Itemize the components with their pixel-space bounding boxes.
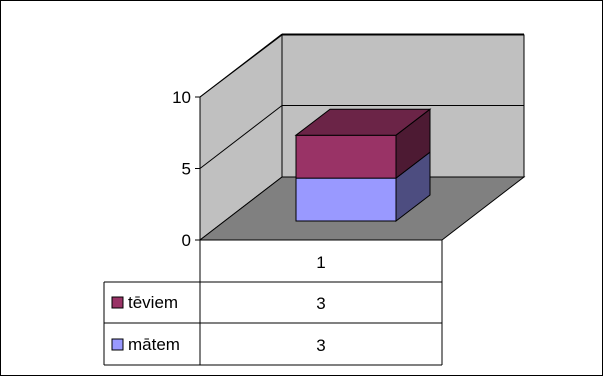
category-label: 1 (316, 253, 325, 272)
gridlines (199, 33, 524, 169)
y-tick-label: 5 (182, 160, 191, 179)
bar-teviem-front (295, 134, 397, 179)
plot-area: 0 5 10 (172, 33, 526, 250)
legend-key-matem (111, 338, 124, 351)
bars (294, 108, 432, 223)
data-table: 1 tēviem 3 mātem 3 (103, 240, 443, 366)
legend-label-matem: mātem (128, 335, 180, 354)
value-axis: 0 5 10 (172, 88, 201, 250)
bar-teviem-top (294, 108, 432, 136)
legend-key-teviem (111, 296, 124, 309)
legend-label-teviem: tēviem (128, 293, 178, 312)
y-tick-label: 0 (182, 231, 191, 250)
gridline (199, 105, 283, 169)
table-value-teviem: 3 (316, 294, 325, 313)
table-value-matem: 3 (316, 336, 325, 355)
y-tick-label: 10 (172, 88, 191, 107)
bar-matem-front (295, 177, 397, 222)
gridline (199, 33, 283, 98)
